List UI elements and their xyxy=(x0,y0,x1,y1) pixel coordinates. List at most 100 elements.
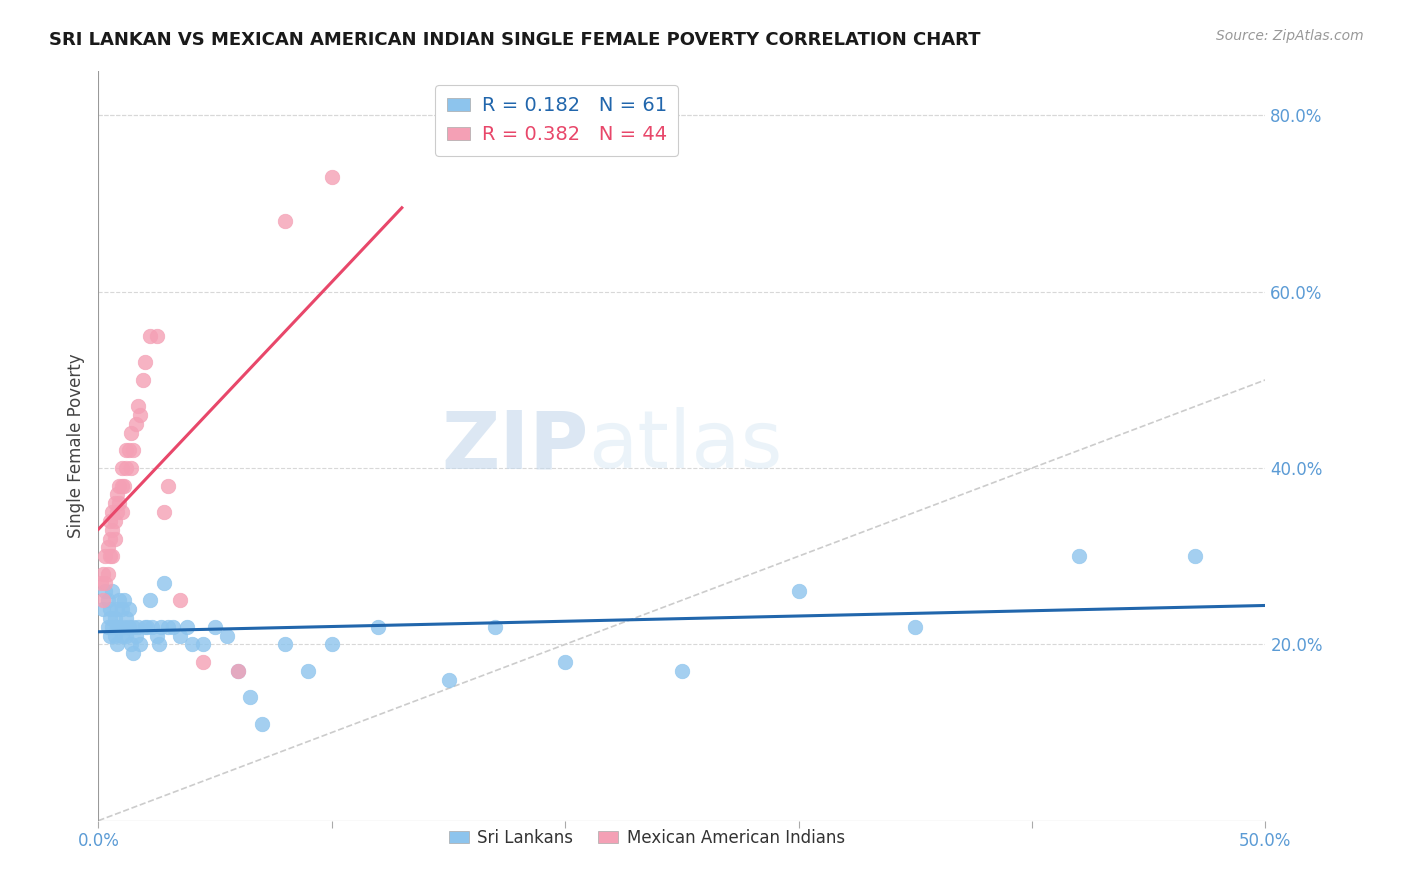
Point xyxy=(193,637,215,651)
Point xyxy=(228,664,250,678)
Point xyxy=(152,505,174,519)
Point xyxy=(204,620,226,634)
Point xyxy=(484,620,506,634)
Text: Source: ZipAtlas.com: Source: ZipAtlas.com xyxy=(1216,29,1364,43)
Point xyxy=(146,328,169,343)
Point xyxy=(118,443,141,458)
Point xyxy=(118,602,141,616)
Point xyxy=(90,575,112,590)
Point xyxy=(141,620,163,634)
Point xyxy=(101,505,124,519)
Point xyxy=(98,602,121,616)
Point xyxy=(157,478,180,492)
Point xyxy=(98,532,121,546)
Point xyxy=(104,611,127,625)
Point xyxy=(98,549,121,564)
Text: atlas: atlas xyxy=(589,407,783,485)
Point xyxy=(120,637,142,651)
Point xyxy=(105,620,128,634)
Point xyxy=(98,611,121,625)
Point xyxy=(104,514,127,528)
Point xyxy=(176,620,198,634)
Point xyxy=(139,593,162,607)
Point xyxy=(108,620,131,634)
Point xyxy=(97,593,120,607)
Point xyxy=(274,637,297,651)
Point xyxy=(122,443,145,458)
Point xyxy=(104,496,127,510)
Point xyxy=(91,566,114,581)
Point xyxy=(146,628,169,642)
Legend: Sri Lankans, Mexican American Indians: Sri Lankans, Mexican American Indians xyxy=(443,822,852,854)
Point xyxy=(169,628,191,642)
Point xyxy=(1067,549,1090,564)
Point xyxy=(94,584,117,599)
Point xyxy=(169,593,191,607)
Point xyxy=(104,532,127,546)
Point xyxy=(321,637,343,651)
Point xyxy=(91,593,114,607)
Point xyxy=(215,628,238,642)
Point xyxy=(321,170,343,185)
Point xyxy=(112,478,135,492)
Text: SRI LANKAN VS MEXICAN AMERICAN INDIAN SINGLE FEMALE POVERTY CORRELATION CHART: SRI LANKAN VS MEXICAN AMERICAN INDIAN SI… xyxy=(49,31,981,49)
Point xyxy=(105,637,128,651)
Point xyxy=(91,602,114,616)
Point xyxy=(97,541,120,555)
Point xyxy=(904,620,927,634)
Point xyxy=(250,716,273,731)
Point xyxy=(112,620,135,634)
Point xyxy=(115,461,138,475)
Point xyxy=(97,566,120,581)
Point xyxy=(152,575,174,590)
Point xyxy=(136,620,159,634)
Point xyxy=(122,620,145,634)
Point xyxy=(101,523,124,537)
Point xyxy=(297,664,319,678)
Point xyxy=(98,514,121,528)
Point xyxy=(94,549,117,564)
Point xyxy=(162,620,184,634)
Point xyxy=(127,620,149,634)
Point xyxy=(115,628,138,642)
Point xyxy=(118,620,141,634)
Point xyxy=(180,637,202,651)
Point xyxy=(94,575,117,590)
Point xyxy=(111,628,134,642)
Text: ZIP: ZIP xyxy=(441,407,589,485)
Point xyxy=(125,628,148,642)
Point xyxy=(132,373,155,387)
Point xyxy=(120,461,142,475)
Point xyxy=(554,655,576,669)
Point xyxy=(108,593,131,607)
Point xyxy=(105,487,128,501)
Point xyxy=(120,425,142,440)
Point xyxy=(105,602,128,616)
Point xyxy=(101,584,124,599)
Point xyxy=(108,478,131,492)
Point xyxy=(437,673,460,687)
Point xyxy=(148,637,170,651)
Point xyxy=(129,408,152,422)
Point xyxy=(150,620,173,634)
Point xyxy=(367,620,389,634)
Point xyxy=(112,593,135,607)
Point xyxy=(115,611,138,625)
Point xyxy=(111,505,134,519)
Point xyxy=(239,690,262,705)
Point xyxy=(129,637,152,651)
Point xyxy=(104,628,127,642)
Point xyxy=(671,664,693,678)
Point xyxy=(139,328,162,343)
Point xyxy=(105,505,128,519)
Point xyxy=(127,400,149,414)
Point xyxy=(122,646,145,660)
Point xyxy=(115,443,138,458)
Point xyxy=(111,478,134,492)
Point xyxy=(134,620,156,634)
Point xyxy=(101,549,124,564)
Point xyxy=(228,664,250,678)
Point xyxy=(101,620,124,634)
Point xyxy=(98,628,121,642)
Point xyxy=(274,214,297,228)
